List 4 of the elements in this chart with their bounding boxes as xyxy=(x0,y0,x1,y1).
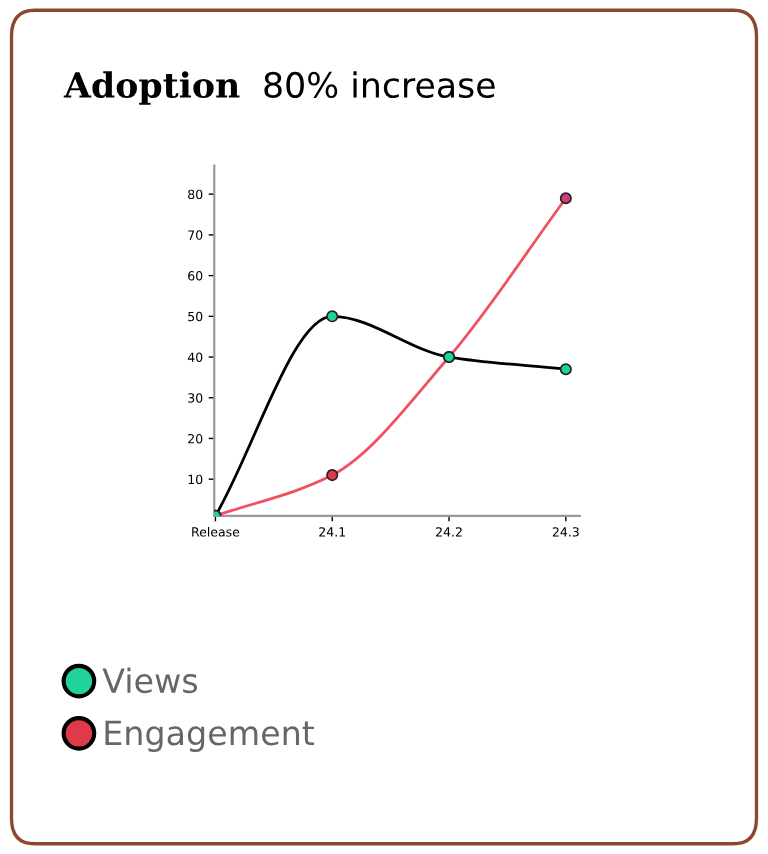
chart-subtitle: 80% increase xyxy=(264,71,495,99)
legend-label: Engagement xyxy=(105,720,315,752)
chart-title: Adoption xyxy=(63,71,240,105)
legend-label: Views xyxy=(102,667,198,694)
